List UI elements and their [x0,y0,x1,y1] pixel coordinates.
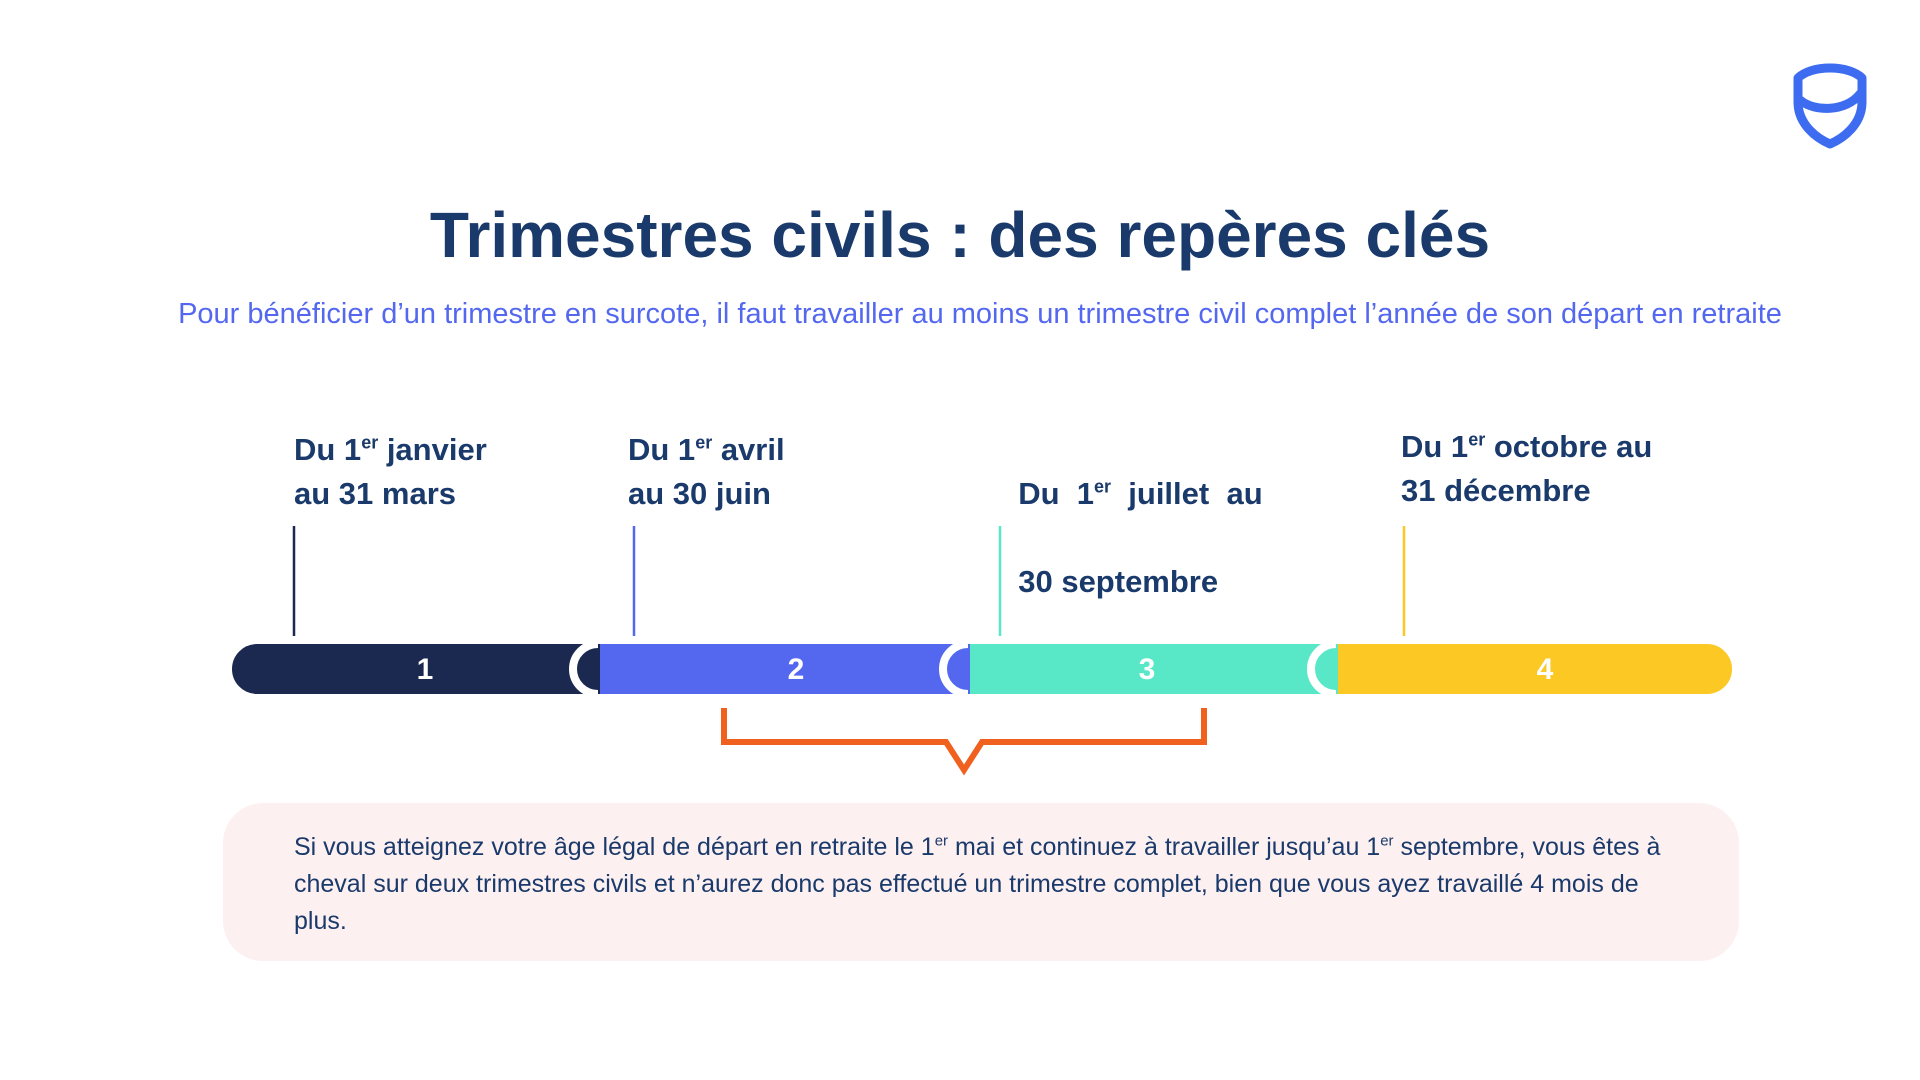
period-label-q1: Du 1er janvier au 31 mars [294,432,487,511]
period-label-q2: Du 1er avril au 30 juin [628,432,785,511]
note-text: Si vous atteignez votre âge légal de dép… [294,832,1661,935]
segment-bar-4 [1328,636,1740,702]
segment-label-2: 2 [788,653,805,686]
segment-label-1: 1 [417,653,434,686]
page-subtitle: Pour bénéficier d’un trimestre en surcot… [178,298,1782,330]
segment-label-4: 4 [1537,653,1554,686]
shield-band [1795,89,1865,113]
shield-icon [1793,63,1867,149]
period-label-q3: Du 1er juillet au 30 septembre [1018,476,1263,599]
period-label-q4: Du 1er octobre au 31 décembre [1401,429,1653,508]
page-title: Trimestres civils : des repères clés [429,199,1491,271]
segment-label-3: 3 [1139,653,1156,686]
span-bracket [721,708,1207,776]
shield-outline [1793,63,1867,149]
note-box: Si vous atteignez votre âge légal de dép… [223,803,1739,961]
